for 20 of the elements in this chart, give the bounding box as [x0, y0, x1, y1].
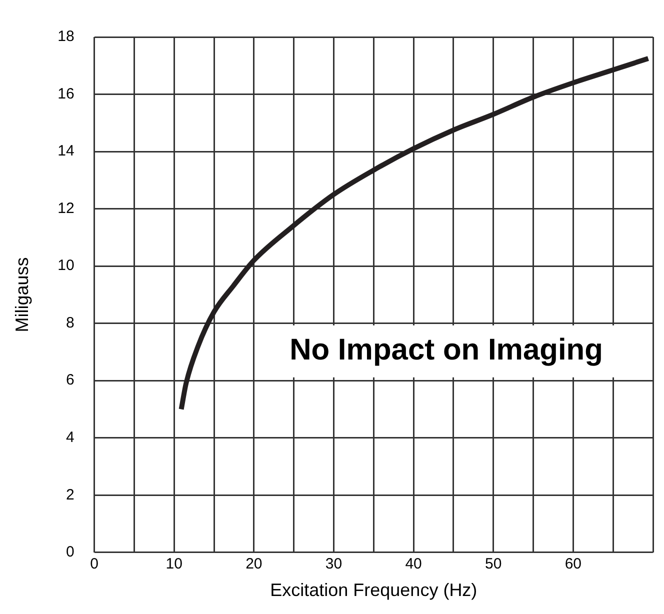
y-tick-label: 10 [58, 257, 74, 274]
annotation: No Impact on Imaging [290, 334, 603, 367]
x-tick-label: 10 [166, 556, 182, 573]
y-tick-label: 4 [66, 429, 74, 446]
y-tick-label: 14 [58, 142, 74, 160]
x-tick-label: 20 [246, 556, 262, 573]
x-tick-label: 40 [405, 556, 422, 573]
y-tick-label: 12 [58, 200, 74, 217]
y-tick-label: 16 [58, 85, 74, 102]
y-tick-label: 2 [66, 486, 74, 504]
x-tick-label: 60 [564, 556, 582, 573]
x-tick-label: 30 [325, 556, 342, 573]
y-axis-title: Miligauss [12, 257, 32, 332]
x-tick-label: 0 [90, 556, 98, 573]
y-tick-label: 18 [58, 28, 74, 46]
x-axis-title: Excitation Frequency (Hz) [270, 580, 478, 600]
y-tick-label: 6 [66, 372, 74, 389]
x-tick-label: 50 [485, 556, 502, 573]
y-tick-label: 0 [66, 544, 74, 561]
y-tick-label: 8 [66, 314, 74, 332]
